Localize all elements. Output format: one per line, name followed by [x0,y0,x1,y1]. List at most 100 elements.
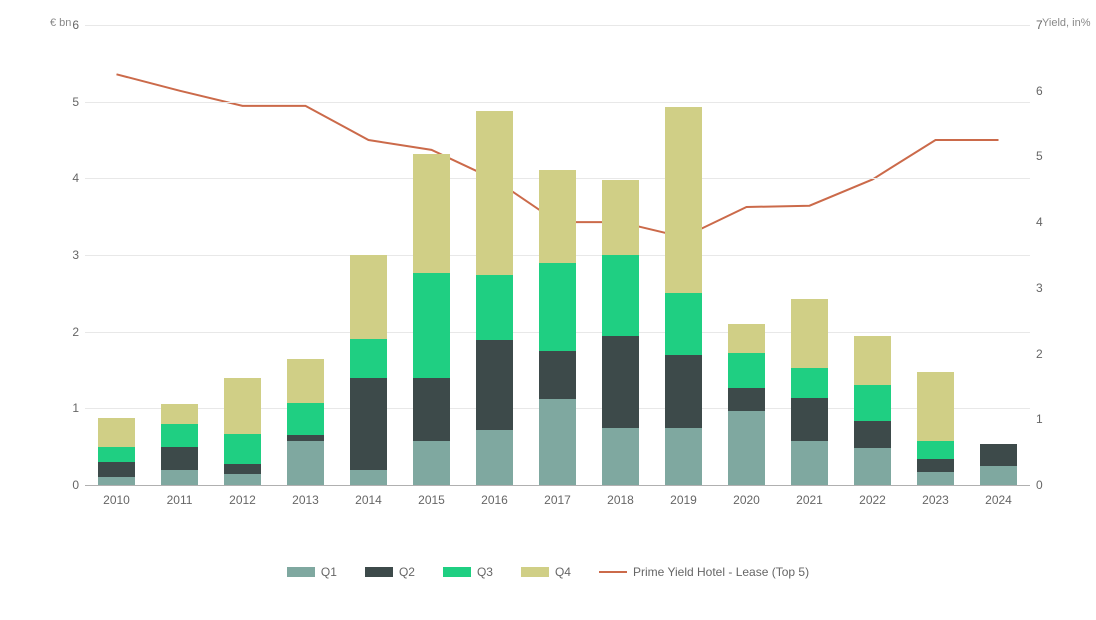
legend-swatch [521,567,549,577]
bar-seg-Q2 [161,447,198,470]
bar-seg-Q2 [665,355,702,428]
bar-seg-Q3 [917,441,954,459]
y-right-tick: 6 [1030,84,1043,98]
bar-seg-Q4 [98,418,135,447]
bar-seg-Q2 [539,351,576,399]
bar-seg-Q3 [161,424,198,447]
legend-swatch [365,567,393,577]
bar-2017 [539,170,576,485]
gridline [85,102,1030,103]
bar-seg-Q2 [476,340,513,430]
bar-seg-Q4 [350,255,387,339]
y-right-tick: 2 [1030,347,1043,361]
y-right-tick: 0 [1030,478,1043,492]
bar-2012 [224,378,261,485]
bar-seg-Q1 [728,411,765,485]
legend-swatch [443,567,471,577]
legend-item-line: Prime Yield Hotel - Lease (Top 5) [599,565,809,579]
bar-seg-Q1 [476,430,513,485]
bar-seg-Q4 [728,324,765,353]
bar-2014 [350,255,387,485]
bar-2013 [287,359,324,486]
bar-seg-Q2 [728,388,765,411]
legend-swatch [287,567,315,577]
bar-seg-Q3 [476,275,513,340]
legend-label: Q3 [477,565,493,579]
bar-seg-Q2 [224,464,261,473]
bar-seg-Q3 [539,263,576,350]
legend-label: Prime Yield Hotel - Lease (Top 5) [633,565,809,579]
bar-seg-Q1 [665,428,702,486]
bar-seg-Q2 [917,459,954,472]
bar-seg-Q4 [224,378,261,433]
x-tick: 2011 [167,493,193,507]
y-left-tick: 1 [72,401,85,415]
legend-label: Q2 [399,565,415,579]
bar-seg-Q4 [287,359,324,403]
x-tick: 2010 [103,493,130,507]
bar-seg-Q1 [224,474,261,486]
x-tick: 2020 [733,493,760,507]
bar-seg-Q4 [476,111,513,275]
bar-2023 [917,372,954,485]
bar-2022 [854,336,891,486]
bar-2011 [161,404,198,485]
legend-item-Q1: Q1 [287,565,337,579]
chart-container: € bn Yield, in% Q1 Q2 Q3 Q4 Prime Yield Hote… [0,0,1096,620]
y-right-tick: 7 [1030,18,1043,32]
x-tick: 2023 [922,493,949,507]
legend-label: Q4 [555,565,571,579]
bar-seg-Q3 [98,447,135,462]
bar-seg-Q2 [791,398,828,440]
x-tick: 2017 [544,493,571,507]
bar-2020 [728,324,765,485]
x-tick: 2018 [607,493,634,507]
bar-seg-Q4 [161,404,198,424]
right-axis-label: Yield, in% [1042,17,1091,29]
x-tick: 2016 [481,493,508,507]
legend-line-icon [599,571,627,573]
bar-seg-Q3 [854,385,891,421]
bar-seg-Q1 [98,477,135,485]
bar-seg-Q3 [602,255,639,336]
bar-seg-Q3 [287,403,324,435]
bar-seg-Q4 [602,180,639,255]
bar-seg-Q1 [287,441,324,485]
x-tick: 2022 [859,493,886,507]
bar-seg-Q3 [350,339,387,377]
y-right-tick: 1 [1030,412,1043,426]
bar-seg-Q4 [539,170,576,264]
y-left-tick: 0 [72,478,85,492]
bar-seg-Q4 [791,299,828,368]
x-tick: 2012 [229,493,256,507]
bar-seg-Q2 [98,462,135,477]
bar-seg-Q1 [791,441,828,485]
legend-label: Q1 [321,565,337,579]
bar-2010 [98,418,135,485]
bar-2015 [413,154,450,485]
y-left-tick: 5 [72,95,85,109]
bar-seg-Q3 [665,293,702,354]
x-tick: 2019 [670,493,697,507]
x-tick: 2024 [985,493,1012,507]
bar-2016 [476,111,513,485]
legend-item-Q4: Q4 [521,565,571,579]
legend: Q1 Q2 Q3 Q4 Prime Yield Hotel - Lease (Top 5… [0,565,1096,579]
bar-seg-Q2 [350,378,387,470]
plot-area [85,25,1030,486]
x-tick: 2021 [796,493,823,507]
bar-2024 [980,444,1017,485]
bar-seg-Q4 [413,154,450,273]
bar-seg-Q1 [980,466,1017,485]
bar-seg-Q3 [728,353,765,388]
bar-seg-Q4 [665,107,702,293]
bar-seg-Q2 [602,336,639,428]
bar-2018 [602,180,639,485]
left-axis-label: € bn [50,17,71,29]
bar-2019 [665,107,702,485]
bar-seg-Q3 [791,368,828,399]
y-right-tick: 3 [1030,281,1043,295]
bar-2021 [791,299,828,485]
bar-seg-Q1 [161,470,198,485]
bar-seg-Q2 [980,444,1017,465]
